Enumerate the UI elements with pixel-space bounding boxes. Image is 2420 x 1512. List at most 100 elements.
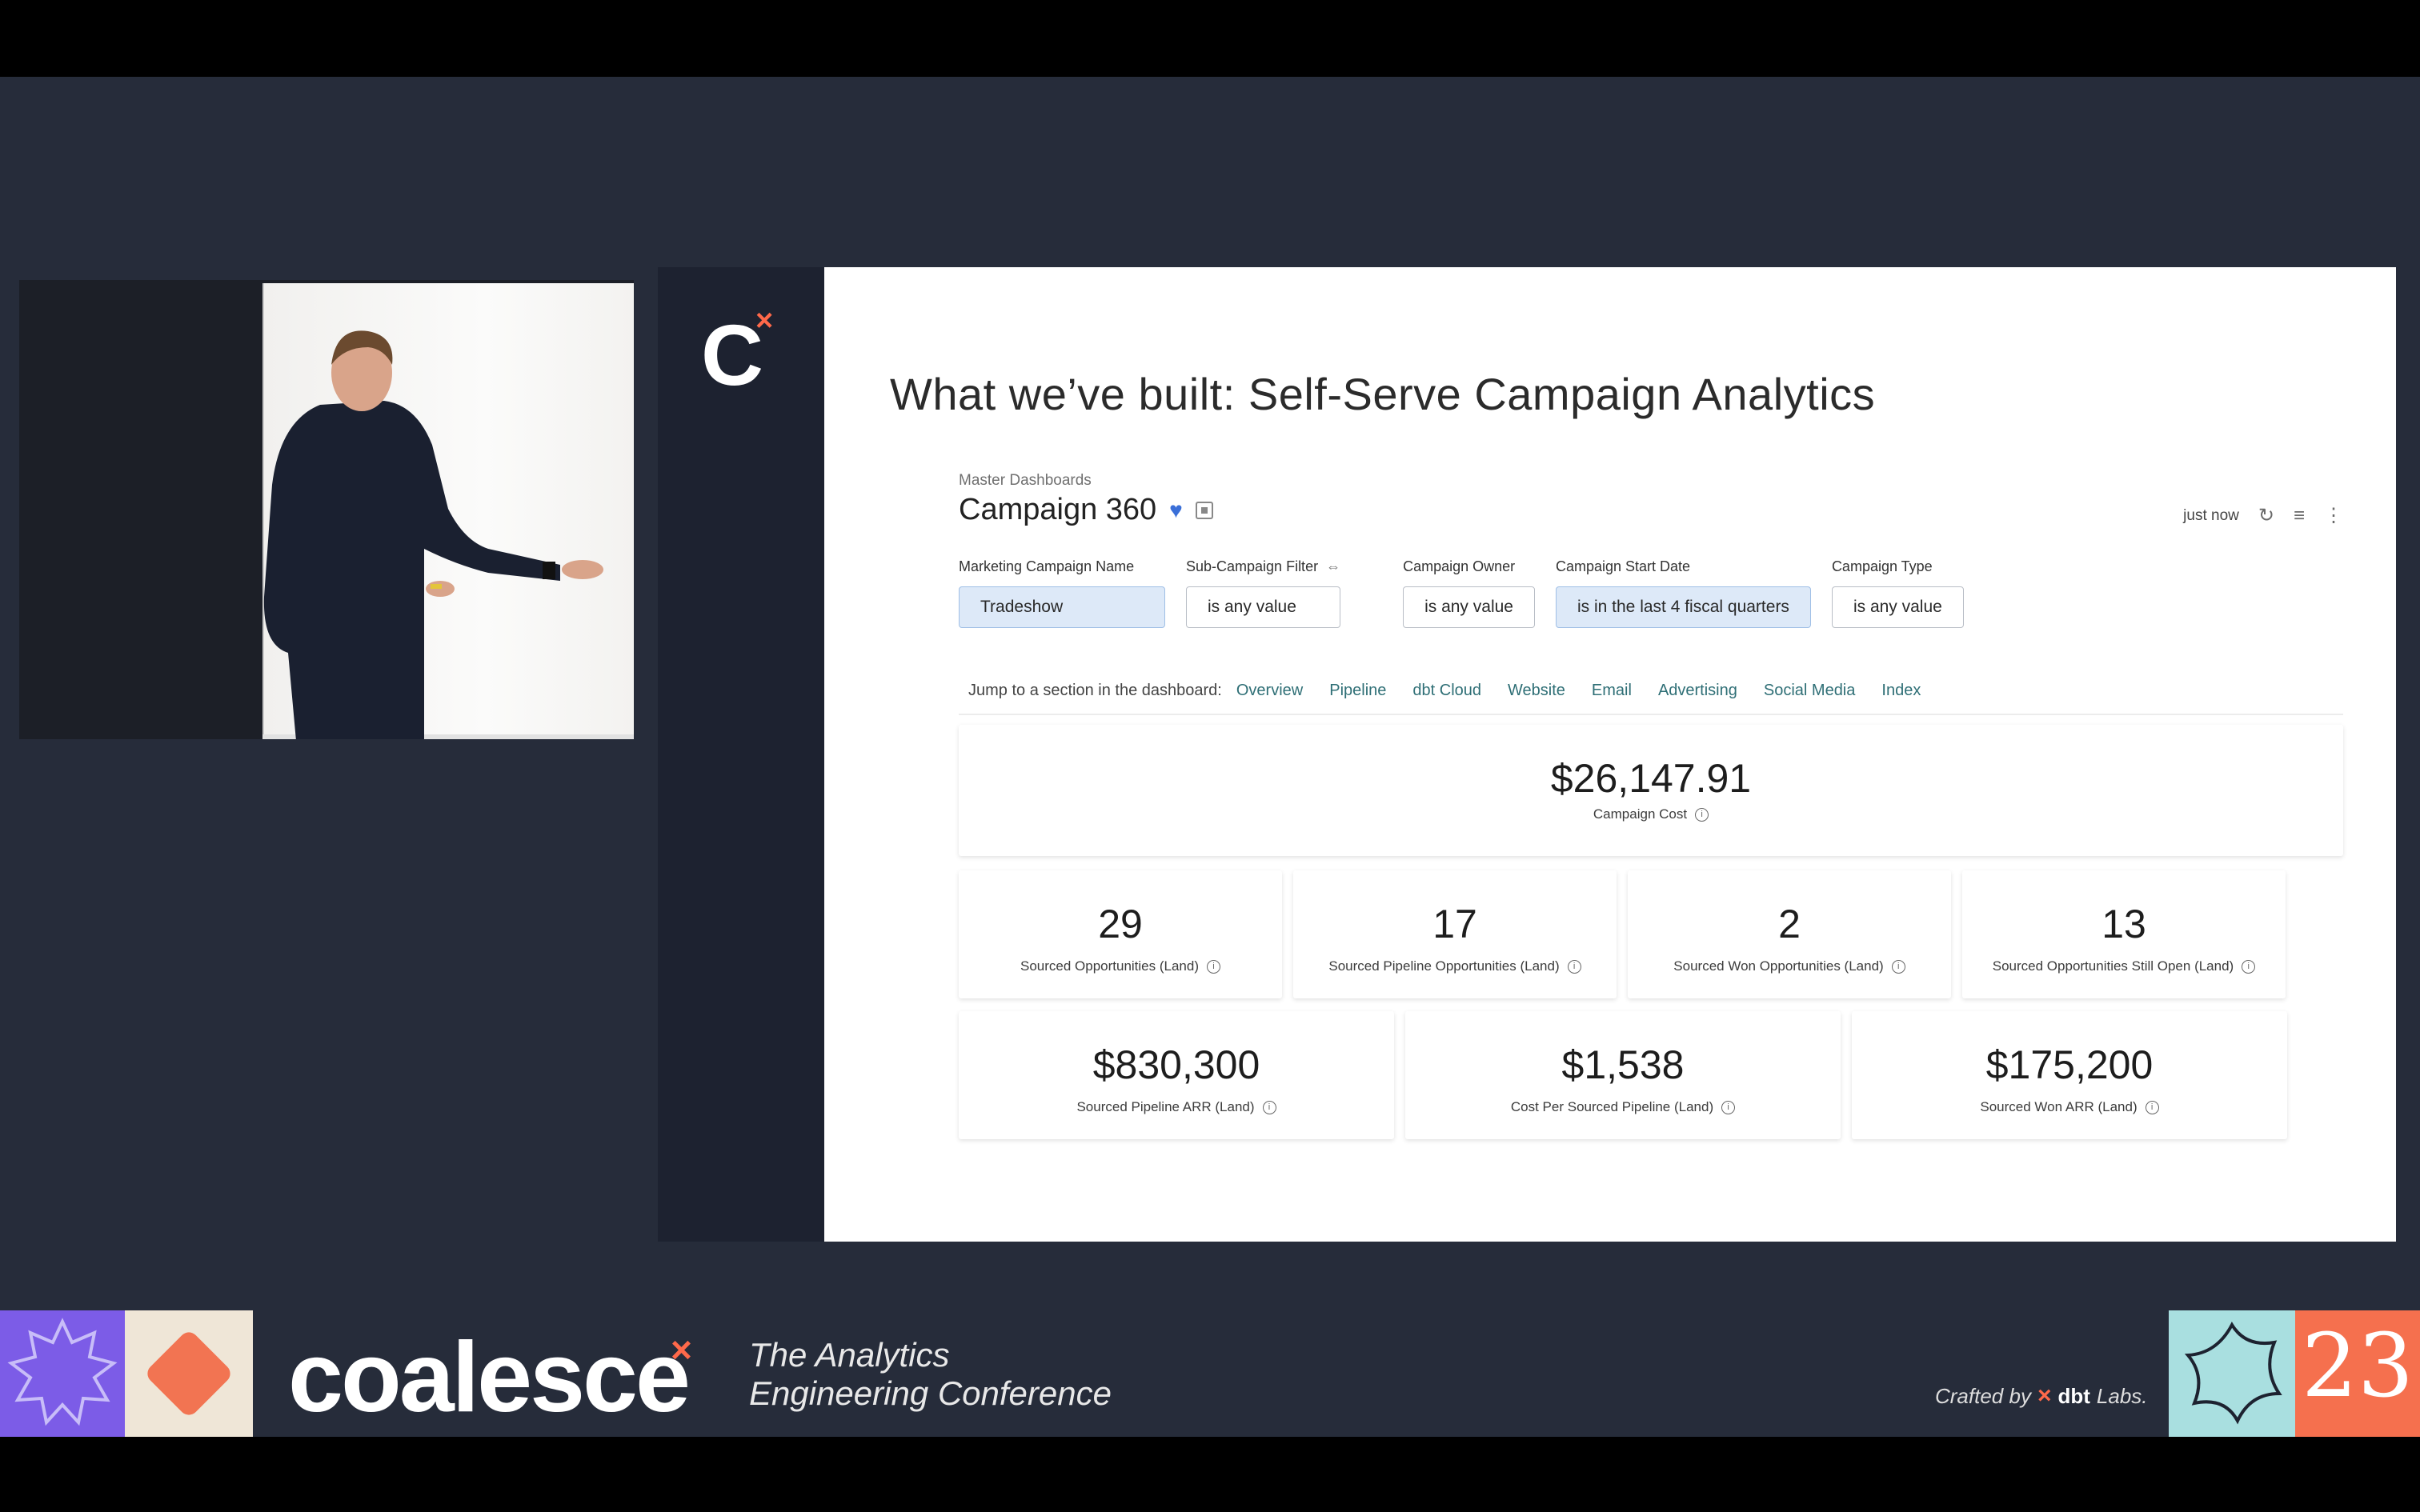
dashboard-toolbar: just now ↻ ≡ ⋮ (2183, 504, 2343, 527)
info-icon[interactable]: i (1207, 959, 1221, 974)
breadcrumb[interactable]: Master Dashboards (959, 472, 1092, 489)
filter-value-campaign-start-date[interactable]: is in the last 4 fiscal quarters (1555, 586, 1811, 628)
kpi-sourced-pipeline-arr: $830,300 Sourced Pipeline ARR (Land) i (959, 1011, 1394, 1139)
teal-tile (2169, 1310, 2295, 1437)
coalesce-mark: × (671, 1329, 692, 1370)
year-tile: 23 (2295, 1310, 2420, 1437)
filter-value-campaign-type[interactable]: is any value (1831, 586, 1964, 628)
section-jump-nav: Jump to a section in the dashboard: Over… (968, 682, 1947, 700)
cream-tile (125, 1310, 253, 1437)
kpi-sourced-won-opportunities: 2 Sourced Won Opportunities (Land) i (1628, 870, 1951, 998)
kpi-label: Sourced Opportunities (Land) (1020, 958, 1200, 974)
jump-link-advertising[interactable]: Advertising (1657, 682, 1737, 699)
tagline-line-2: Engineering Conference (749, 1374, 1112, 1412)
year-label: 23 (2302, 1314, 2414, 1417)
labs-wordmark: Labs. (2096, 1383, 2148, 1408)
wavy-star-icon (2184, 1321, 2282, 1425)
filter-campaign-type: Campaign Type is any value (1831, 558, 1964, 628)
dashboard-title-row: Campaign 360 ♥ (959, 493, 1213, 527)
letterbox-bottom (0, 1437, 2420, 1512)
slide-logo: C (701, 306, 763, 403)
kpi-label-row: Sourced Opportunities Still Open (Land) … (1962, 958, 2286, 974)
kpi-sourced-opportunities: 29 Sourced Opportunities (Land) i (959, 870, 1282, 998)
kpi-label: Sourced Won ARR (Land) (1980, 1099, 2138, 1114)
jump-link-pipeline[interactable]: Pipeline (1329, 682, 1387, 699)
kpi-value: $1,538 (1561, 1042, 1685, 1087)
kpi-label: Sourced Opportunities Still Open (Land) (1992, 958, 2234, 974)
letterbox-top (0, 0, 2420, 77)
tagline: The Analytics Engineering Conference (749, 1336, 1112, 1413)
crafted-by-label: Crafted by (1935, 1383, 2031, 1408)
filter-icon[interactable]: ≡ (2293, 504, 2305, 526)
kpi-label-row: Sourced Pipeline ARR (Land) i (959, 1099, 1394, 1115)
dashboard-title: Campaign 360 (959, 493, 1157, 526)
divider (959, 714, 2343, 715)
dbt-wordmark: dbt (2057, 1383, 2090, 1408)
favorite-heart-icon[interactable]: ♥ (1169, 497, 1183, 522)
kpi-label: Cost Per Sourced Pipeline (Land) (1510, 1099, 1714, 1114)
slide: What we’ve built: Self-Serve Campaign An… (824, 267, 2396, 1242)
kpi-label-row: Cost Per Sourced Pipeline (Land) i (1405, 1099, 1841, 1115)
kpi-value: 2 (1778, 902, 1801, 946)
kpi-label-row: Campaign Cost i (959, 806, 2343, 822)
kpi-label-row: Sourced Won ARR (Land) i (1852, 1099, 2287, 1115)
tagline-line-1: The Analytics (749, 1336, 950, 1374)
conference-footer: coalesce × The Analytics Engineering Con… (0, 1310, 2420, 1437)
kpi-value: $830,300 (1092, 1042, 1260, 1087)
filter-label: Campaign Type (1831, 558, 1933, 574)
kpi-value: $26,147.91 (1550, 756, 1752, 801)
more-options-icon[interactable]: ⋮ (2324, 505, 2343, 526)
jump-link-email[interactable]: Email (1591, 682, 1632, 699)
refresh-icon[interactable]: ↻ (2258, 505, 2274, 526)
info-icon[interactable]: i (1891, 959, 1905, 974)
info-icon[interactable]: i (1721, 1100, 1736, 1114)
kpi-label-row: Sourced Opportunities (Land) i (959, 958, 1282, 974)
kpi-sourced-pipeline-opportunities: 17 Sourced Pipeline Opportunities (Land)… (1293, 870, 1617, 998)
slide-sidebar: C × (658, 267, 824, 1242)
starburst-icon (7, 1318, 118, 1426)
filter-campaign-start-date: Campaign Start Date is in the last 4 fis… (1555, 558, 1811, 628)
kpi-label-row: Sourced Pipeline Opportunities (Land) i (1293, 958, 1617, 974)
info-icon[interactable]: i (2145, 1100, 2159, 1114)
kpi-value: 13 (2101, 902, 2146, 946)
filter-label: Campaign Owner (1403, 558, 1516, 574)
info-icon[interactable]: i (1262, 1100, 1276, 1114)
kpi-label: Campaign Cost (1593, 806, 1688, 822)
filter-value-sub-campaign[interactable]: is any value (1186, 586, 1341, 628)
kpi-value: 29 (1098, 902, 1143, 946)
jump-label: Jump to a section in the dashboard: (968, 682, 1222, 699)
link-icon[interactable]: ⇔ (1326, 558, 1341, 574)
kpi-cost-per-sourced-pipeline: $1,538 Cost Per Sourced Pipeline (Land) … (1405, 1011, 1841, 1139)
filter-bar: Marketing Campaign Name Tradeshow Sub-Ca… (959, 558, 1985, 628)
jump-link-website[interactable]: Website (1508, 682, 1565, 699)
kpi-value: $175,200 (1985, 1042, 2154, 1087)
copy-icon[interactable] (1195, 501, 1213, 519)
info-icon[interactable]: i (1567, 959, 1581, 974)
kpi-value: 17 (1432, 902, 1477, 946)
jump-link-index[interactable]: Index (1881, 682, 1921, 699)
info-icon[interactable]: i (1695, 807, 1709, 822)
jump-link-overview[interactable]: Overview (1236, 682, 1304, 699)
slide-logo-mark: × (755, 304, 774, 338)
filter-campaign-owner: Campaign Owner is any value (1403, 558, 1535, 628)
speaker-figure (263, 330, 603, 739)
filter-value-campaign-owner[interactable]: is any value (1403, 586, 1535, 628)
kpi-label: Sourced Pipeline Opportunities (Land) (1328, 958, 1560, 974)
jump-link-dbt-cloud[interactable]: dbt Cloud (1412, 682, 1482, 699)
dbt-labs-logo-icon: × (2037, 1382, 2052, 1409)
filter-label: Sub-Campaign Filter (1186, 558, 1319, 574)
filter-label: Campaign Start Date (1555, 558, 1691, 574)
filter-sub-campaign: Sub-Campaign Filter ⇔ is any value (1186, 558, 1341, 628)
kpi-label: Sourced Pipeline ARR (Land) (1076, 1099, 1255, 1114)
kpi-label-row: Sourced Won Opportunities (Land) i (1628, 958, 1951, 974)
last-updated: just now (2183, 506, 2239, 524)
filter-value-campaign-name[interactable]: Tradeshow (959, 586, 1165, 628)
coalesce-wordmark: coalesce (288, 1322, 691, 1433)
info-icon[interactable]: i (2242, 959, 2256, 974)
slide-title: What we’ve built: Self-Serve Campaign An… (890, 369, 1876, 419)
jump-link-social-media[interactable]: Social Media (1763, 682, 1856, 699)
filter-label: Marketing Campaign Name (959, 558, 1135, 574)
crafted-by: Crafted by × dbt Labs. (1935, 1382, 2148, 1410)
kpi-sourced-won-arr: $175,200 Sourced Won ARR (Land) i (1852, 1011, 2287, 1139)
purple-badge-tile (0, 1310, 125, 1437)
